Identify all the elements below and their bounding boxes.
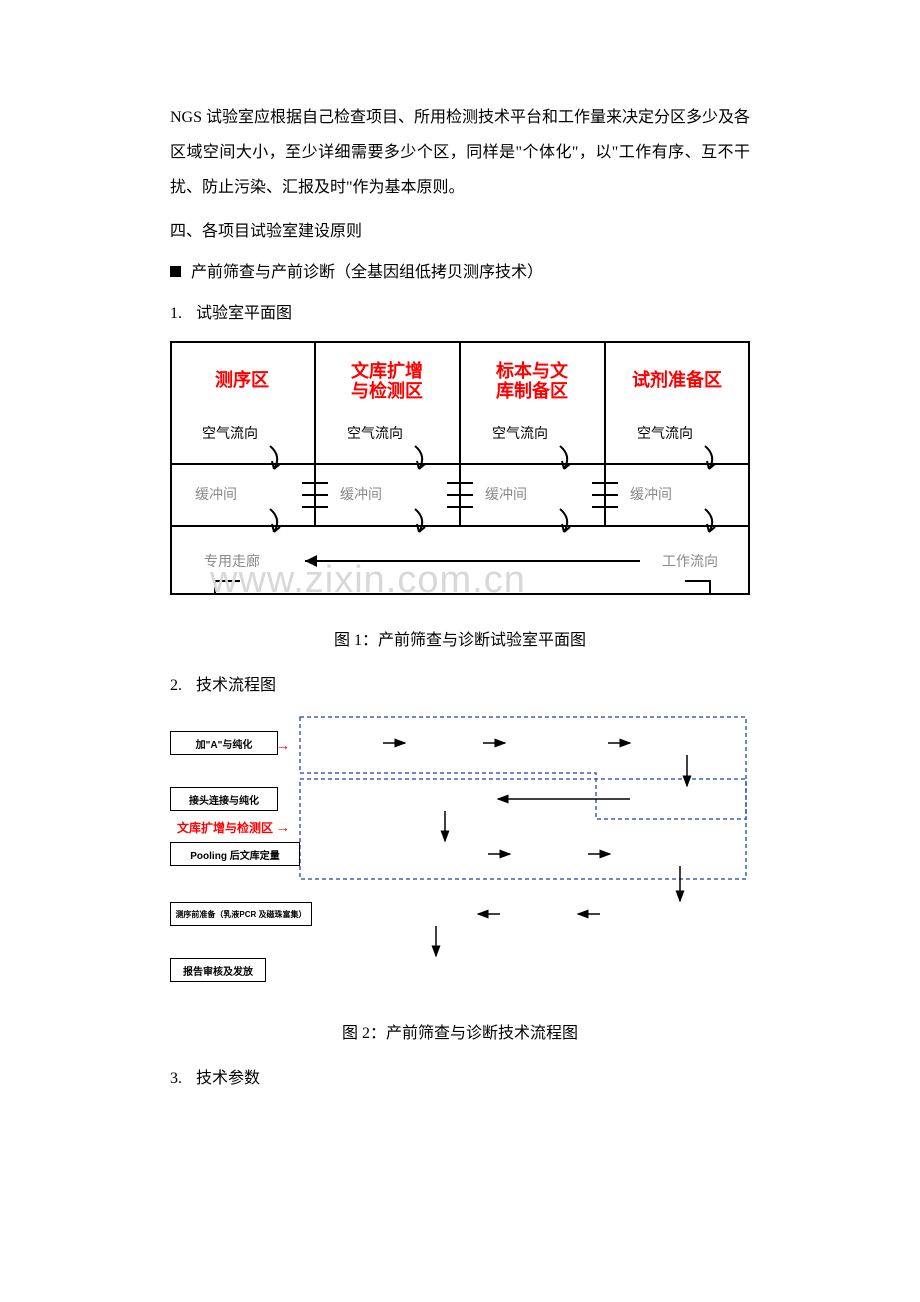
- node-n12: 测序前准备（乳液PCR 及磁珠富集）: [170, 902, 312, 926]
- airflow-4: 空气流向: [637, 426, 693, 442]
- arrow-icon: →: [276, 821, 290, 836]
- room-3-label-l2: 库制备区: [496, 380, 568, 401]
- arrow-icon: →: [276, 739, 290, 754]
- node-n4: 加"A"与纯化: [170, 731, 278, 755]
- airflow-3: 空气流向: [492, 426, 548, 442]
- corridor-left: 专用走廊: [204, 553, 260, 570]
- item-3-num: 3.: [170, 1070, 182, 1087]
- floorplan-svg: 测序区 文库扩增 与检测区 标本与文 库制备区 试剂准备区 空气流向 空气流向 …: [170, 341, 750, 595]
- figure-2-caption: 图 2：产前筛查与诊断技术流程图: [170, 1019, 750, 1043]
- room-2-label-l1: 文库扩增: [351, 360, 423, 381]
- item-1-text: 试验室平面图: [196, 305, 292, 322]
- room-3-label-l1: 标本与文: [495, 360, 569, 381]
- buffer-3: 缓冲间: [485, 487, 527, 503]
- dashed-group-2: [300, 779, 746, 879]
- corridor-right: 工作流向: [662, 554, 718, 570]
- square-bullet-icon: [170, 266, 181, 277]
- bullet-prenatal: 产前筛查与产前诊断（全基因组低拷贝测序技术）: [170, 255, 750, 290]
- section-4-heading: 四、各项目试验室建设原则: [170, 214, 750, 249]
- airflow-2: 空气流向: [347, 426, 403, 442]
- item-1-num: 1.: [170, 305, 182, 322]
- node-n6: 接头连接与纯化: [170, 787, 278, 811]
- floorplan-diagram: 测序区 文库扩增 与检测区 标本与文 库制备区 试剂准备区 空气流向 空气流向 …: [170, 341, 750, 600]
- buffer-2: 缓冲间: [340, 487, 382, 503]
- flowchart-diagram: 标本与文库制备区 → 文库扩增与检测区 → 测序区 → 血浆分离 DNA 提取 …: [170, 713, 750, 993]
- room-2-label-l2: 与检测区: [351, 380, 423, 401]
- item-1: 1. 试验室平面图: [170, 296, 750, 331]
- zone-label-2: 文库扩增与检测区 →: [170, 819, 290, 837]
- node-n9: Pooling 后文库定量: [170, 842, 300, 866]
- buffer-4: 缓冲间: [630, 487, 672, 503]
- room-1-label: 测序区: [215, 369, 269, 390]
- dashed-group-1: [300, 717, 746, 819]
- item-3-text: 技术参数: [196, 1070, 260, 1087]
- bullet-text: 产前筛查与产前诊断（全基因组低拷贝测序技术）: [191, 264, 543, 281]
- airflow-1: 空气流向: [202, 426, 258, 442]
- figure-1-caption: 图 1：产前筛查与诊断试验室平面图: [170, 626, 750, 650]
- room-4-label: 试剂准备区: [632, 369, 722, 390]
- item-2-text: 技术流程图: [196, 677, 276, 694]
- item-3: 3. 技术参数: [170, 1061, 750, 1096]
- item-2: 2. 技术流程图: [170, 668, 750, 703]
- node-n13: 报告审核及发放: [170, 958, 266, 982]
- intro-paragraph: NGS 试验室应根据自己检查项目、所用检测技术平台和工作量来决定分区多少及各区域…: [170, 100, 750, 206]
- item-2-num: 2.: [170, 677, 182, 694]
- buffer-1: 缓冲间: [195, 487, 237, 503]
